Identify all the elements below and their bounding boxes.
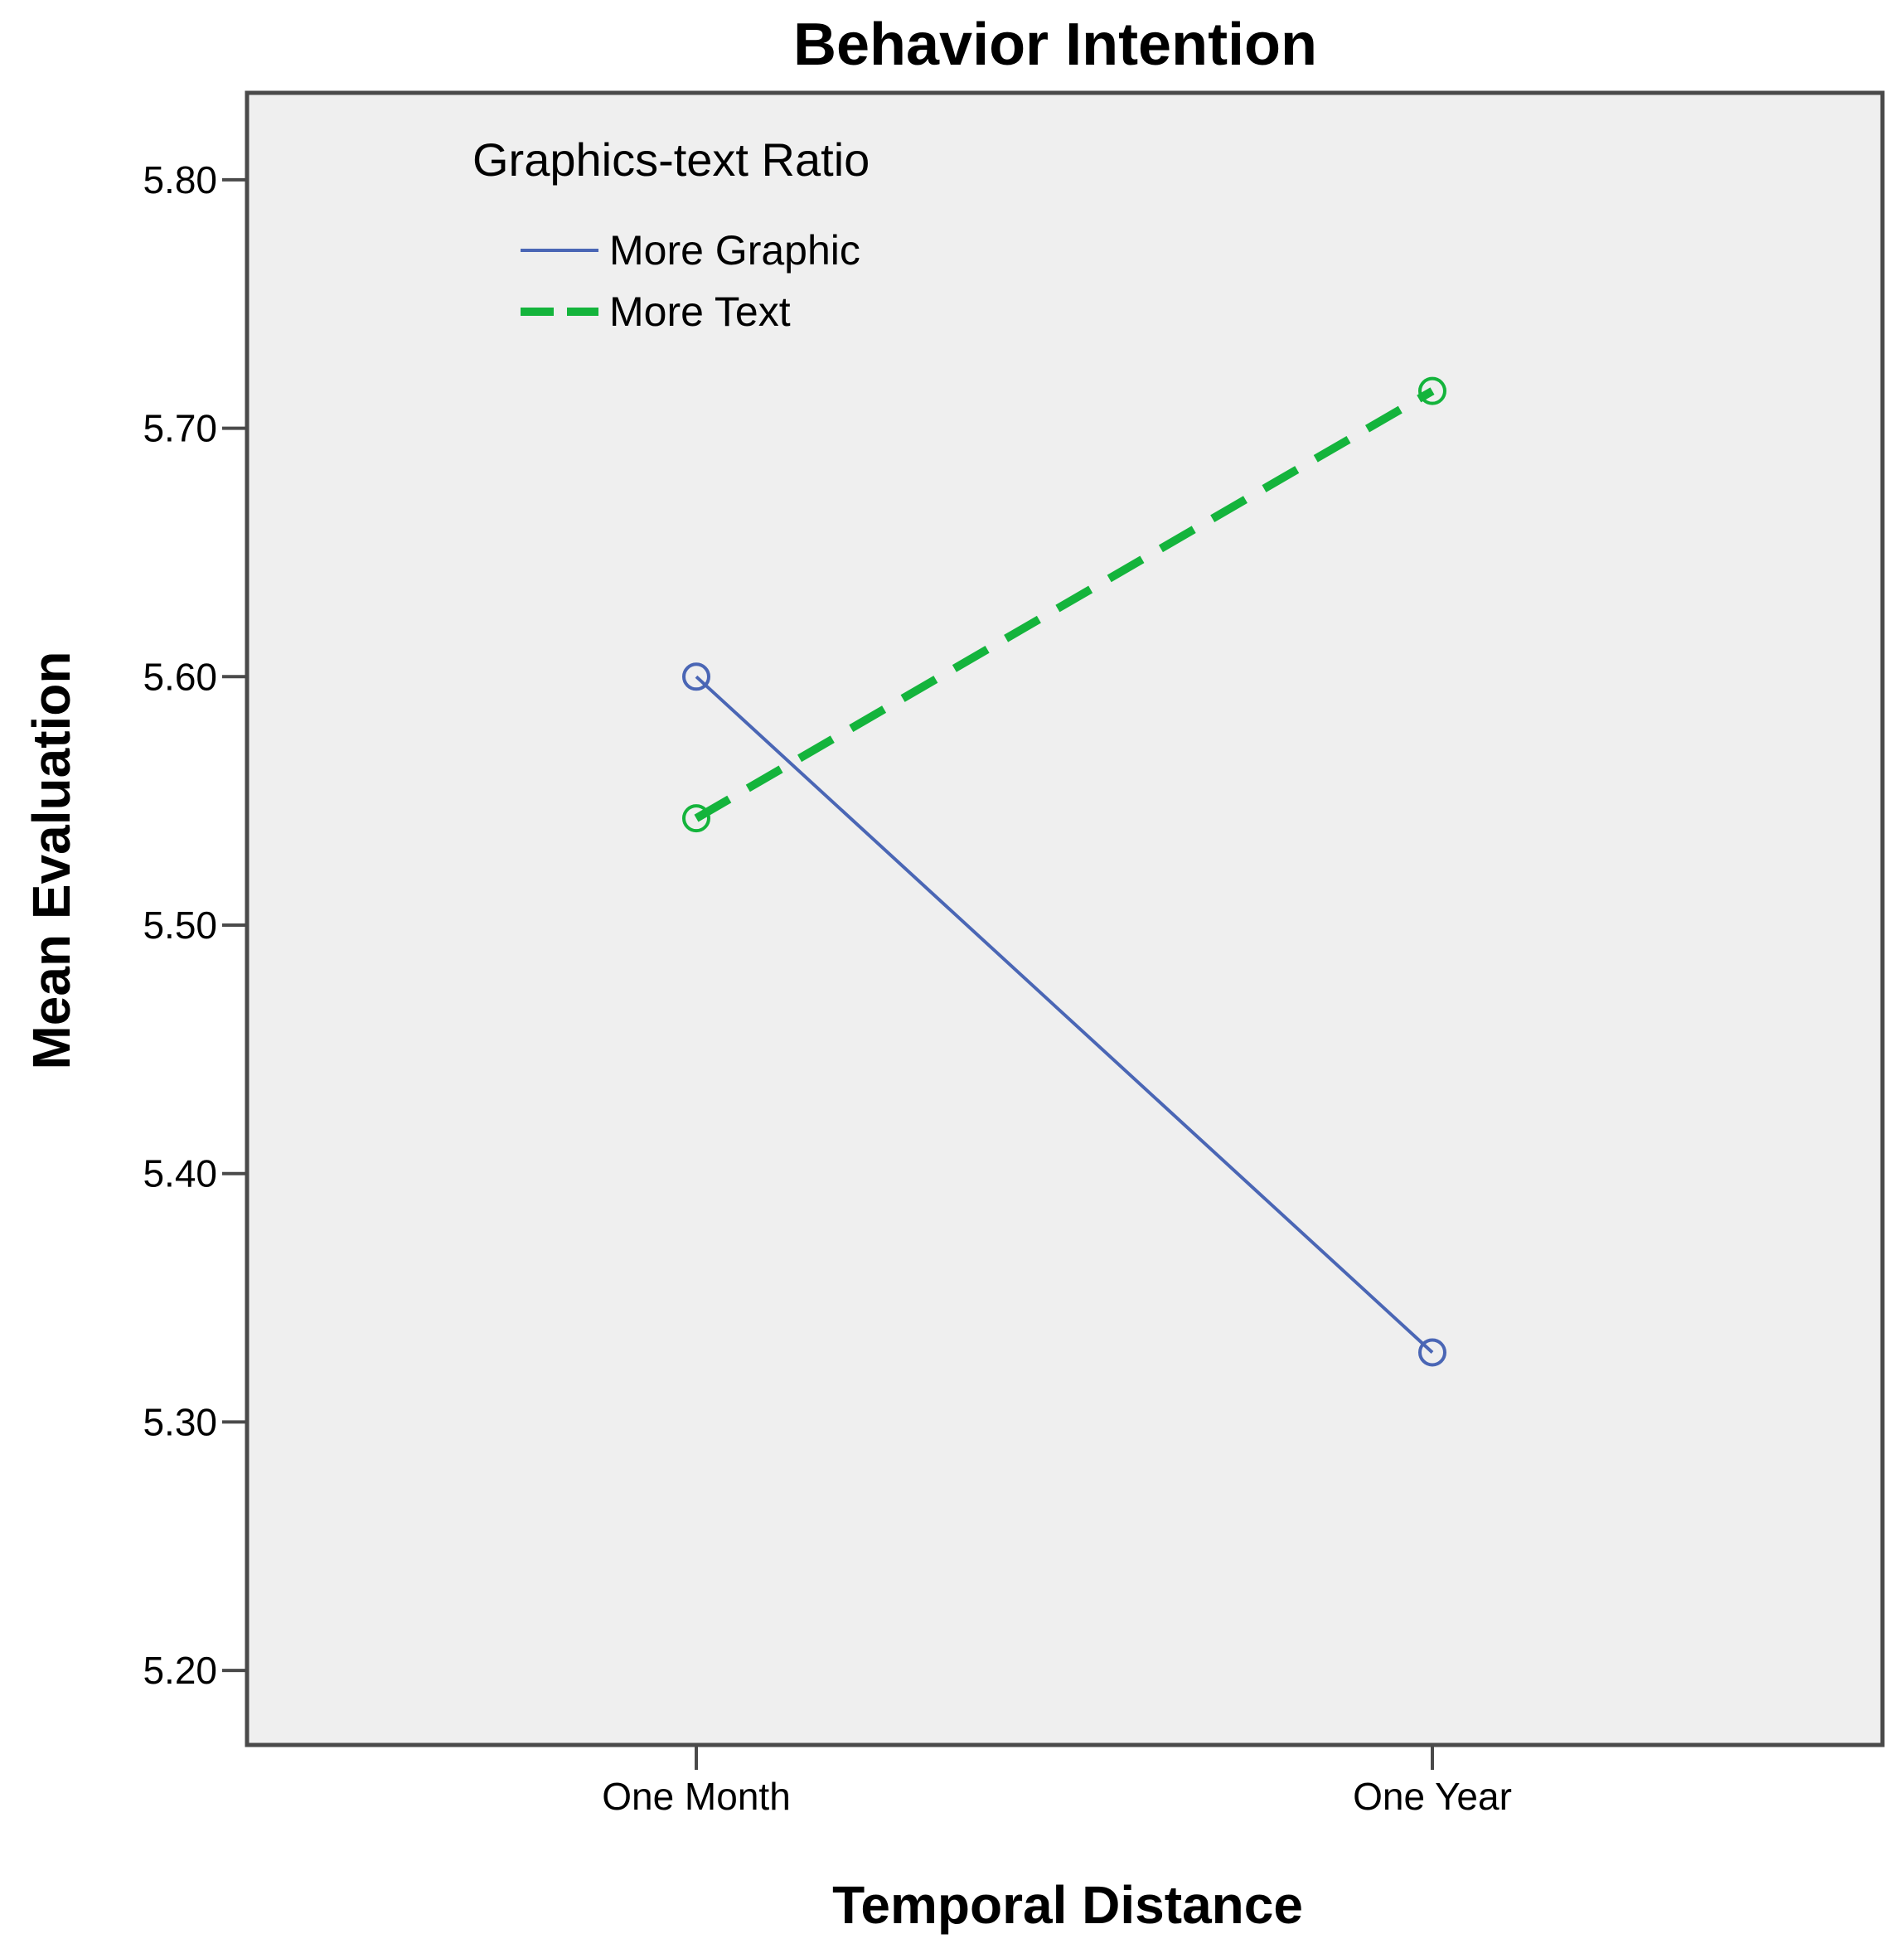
data-point-series-1-2 — [1418, 1338, 1446, 1367]
x-axis: One Month One Year — [602, 1745, 1512, 1818]
y-tick-label: 5.50 — [143, 904, 217, 947]
data-point-series-2-2 — [1418, 376, 1446, 405]
y-tick-label: 5.40 — [143, 1152, 217, 1195]
series-layer — [682, 376, 1446, 1367]
legend-title: Graphics-text Ratio — [472, 133, 870, 186]
legend-label-1: More Graphic — [609, 227, 860, 274]
series-line-2 — [694, 387, 1435, 822]
chart-title: Behavior Intention — [793, 12, 1317, 78]
y-tick-label: 5.30 — [143, 1400, 217, 1443]
plot-area — [245, 90, 1885, 1747]
y-tick-label: 5.20 — [143, 1649, 217, 1692]
data-point-series-2-1 — [682, 804, 710, 833]
x-tick-label: One Month — [602, 1775, 791, 1818]
x-tick-label: One Year — [1353, 1775, 1512, 1818]
legend-label-2: More Text — [609, 288, 791, 335]
data-point-series-1-1 — [682, 662, 710, 691]
y-axis-title: Mean Evaluation — [22, 652, 81, 1070]
series-line-1 — [695, 675, 1434, 1354]
y-tick-label: 5.60 — [143, 655, 217, 698]
y-tick-label: 5.70 — [143, 407, 217, 450]
legend: Graphics-text Ratio More Graphic More Tex… — [472, 133, 870, 335]
y-tick-label: 5.80 — [143, 158, 217, 201]
x-axis-title: Temporal Distance — [832, 1875, 1303, 1935]
y-axis: 5.20 5.30 5.40 5.50 5.60 5.70 5.80 — [143, 158, 247, 1692]
